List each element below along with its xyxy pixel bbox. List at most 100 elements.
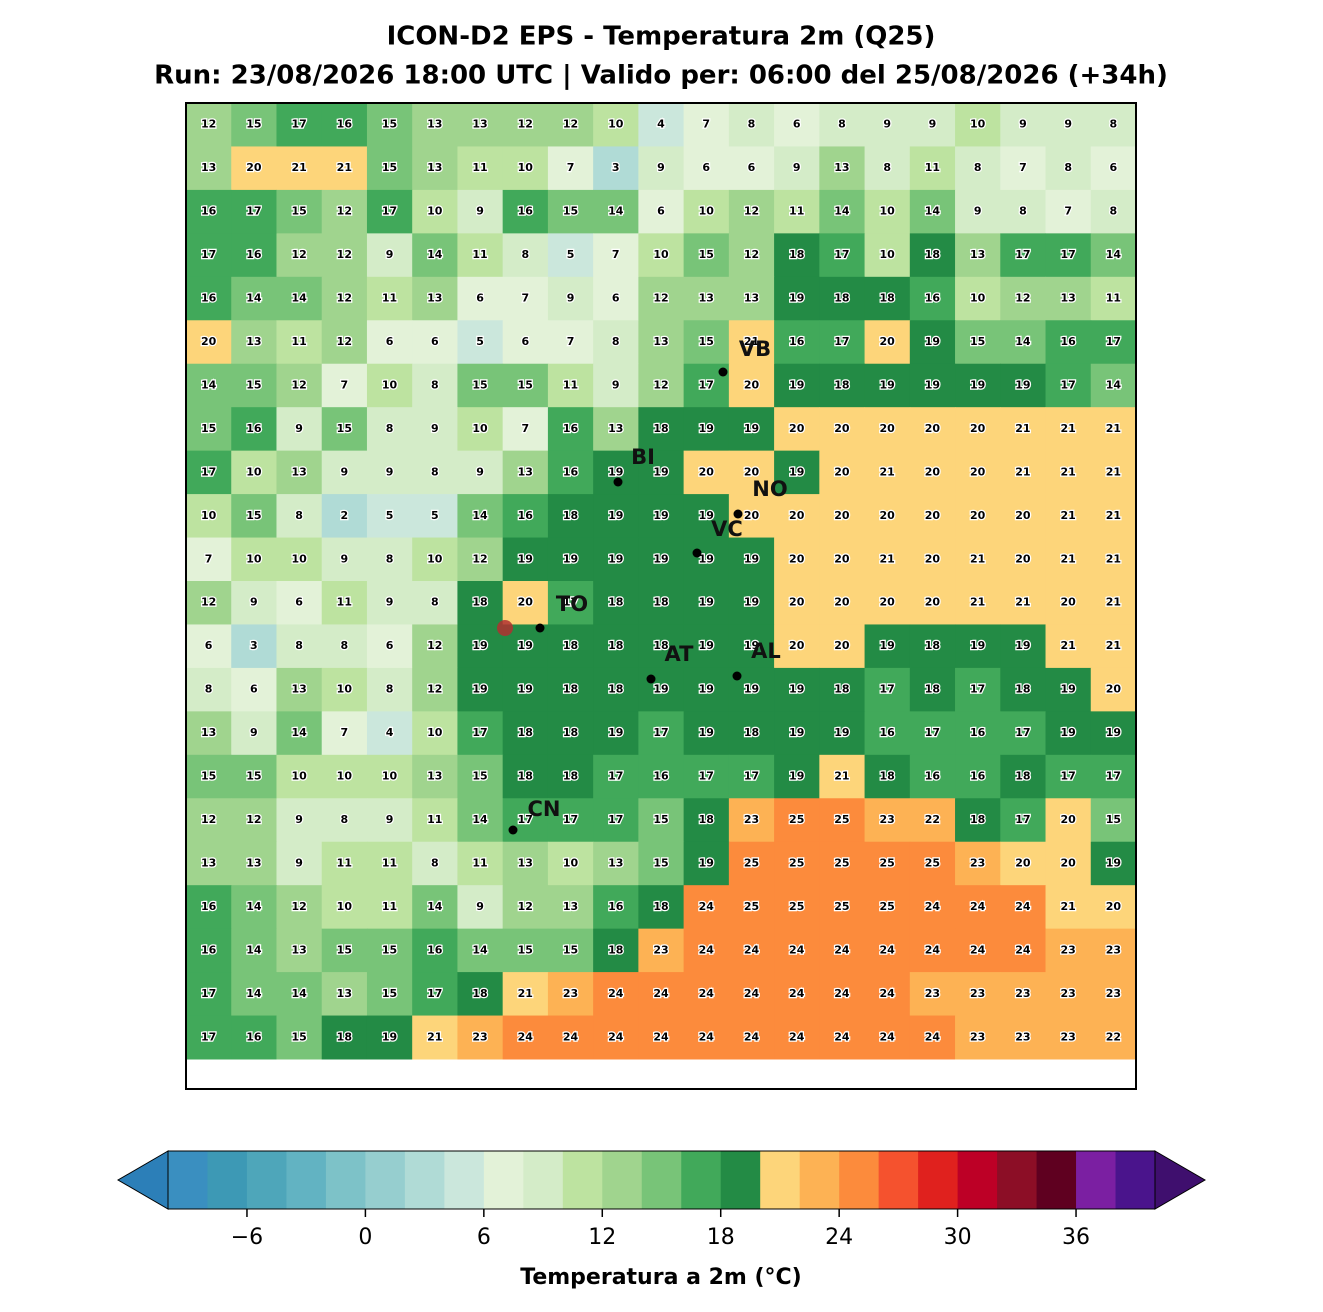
value-label: 14 — [427, 900, 443, 913]
value-label: 23 — [1060, 987, 1075, 1000]
value-label: 10 — [518, 161, 534, 174]
value-label: 21 — [970, 596, 985, 609]
cell — [186, 450, 232, 495]
cell — [186, 711, 232, 756]
cell — [683, 798, 730, 843]
value-label: 21 — [880, 465, 895, 478]
value-label: 18 — [608, 596, 623, 609]
cell — [412, 189, 458, 234]
value-label: 19 — [1015, 639, 1030, 652]
cell — [412, 798, 458, 843]
value-label: 23 — [970, 1030, 985, 1043]
cell — [593, 103, 639, 147]
cell — [864, 928, 911, 973]
value-label: 16 — [970, 726, 986, 739]
cell — [502, 667, 549, 712]
value-label: 16 — [653, 770, 669, 783]
value-label: 24 — [925, 1030, 941, 1043]
value-label: 11 — [427, 813, 442, 826]
value-label: 16 — [246, 422, 262, 435]
city-dot — [718, 367, 728, 377]
cell — [186, 494, 232, 539]
value-label: 21 — [970, 552, 985, 565]
value-label: 25 — [744, 900, 759, 913]
value-label: 20 — [970, 465, 986, 478]
value-label: 14 — [291, 292, 307, 305]
value-label: 20 — [699, 465, 715, 478]
cell — [683, 754, 730, 799]
value-label: 14 — [246, 987, 262, 1000]
value-label: 18 — [970, 813, 985, 826]
cell — [1090, 885, 1137, 930]
city-label: AL — [751, 639, 781, 663]
value-label: 18 — [518, 770, 533, 783]
tick-label: 6 — [477, 1225, 491, 1250]
cell — [1090, 537, 1137, 582]
cell — [1045, 276, 1092, 321]
value-label: 9 — [793, 161, 801, 174]
cell — [774, 667, 820, 712]
cell — [1090, 624, 1137, 669]
cell — [321, 841, 368, 886]
cell — [321, 494, 368, 539]
cell — [955, 667, 1001, 712]
value-label: 19 — [925, 335, 940, 348]
cell — [186, 798, 232, 843]
value-label: 19 — [970, 378, 985, 391]
cell — [638, 841, 685, 886]
value-label: 19 — [608, 726, 623, 739]
value-label: 19 — [834, 726, 849, 739]
value-label: 24 — [518, 1030, 534, 1043]
cell — [593, 450, 639, 495]
value-label: 16 — [201, 943, 217, 956]
value-label: 13 — [291, 943, 306, 956]
cell — [231, 320, 277, 365]
cell — [864, 189, 911, 234]
cell — [366, 537, 413, 582]
cell — [1090, 276, 1137, 321]
value-label: 18 — [653, 900, 668, 913]
value-label: 24 — [970, 900, 986, 913]
cell — [638, 798, 685, 843]
value-label: 24 — [834, 1030, 850, 1043]
value-label: 15 — [472, 770, 487, 783]
value-label: 24 — [608, 987, 624, 1000]
value-label: 8 — [341, 813, 349, 826]
cell — [186, 363, 232, 408]
city-label: AT — [665, 642, 695, 666]
cell — [774, 754, 820, 799]
cell — [955, 581, 1001, 625]
value-label: 12 — [291, 378, 306, 391]
value-label: 12 — [653, 378, 668, 391]
value-label: 10 — [880, 248, 896, 261]
value-label: 17 — [1015, 726, 1030, 739]
value-label: 10 — [337, 770, 353, 783]
cell — [502, 233, 549, 278]
cell — [366, 885, 413, 930]
value-label: 16 — [789, 335, 805, 348]
cell — [819, 407, 866, 452]
value-label: 17 — [834, 335, 849, 348]
value-label: 16 — [563, 422, 579, 435]
city-dot — [733, 509, 743, 519]
cell — [186, 320, 232, 365]
cell — [864, 1015, 911, 1060]
value-label: 15 — [201, 422, 216, 435]
value-label: 15 — [518, 943, 533, 956]
cell — [638, 189, 685, 234]
cell — [638, 537, 685, 582]
subtitle: Run: 23/08/2026 18:00 UTC | Valido per: … — [154, 61, 1168, 91]
value-label: 23 — [970, 856, 985, 869]
value-label: 19 — [1060, 726, 1075, 739]
value-label: 2 — [341, 509, 349, 522]
value-label: 15 — [518, 378, 533, 391]
value-label: 12 — [291, 900, 306, 913]
cell — [1000, 363, 1047, 408]
value-label: 10 — [382, 770, 398, 783]
cell — [955, 103, 1001, 147]
cell — [366, 798, 413, 843]
value-label: 15 — [699, 335, 714, 348]
cell — [819, 841, 866, 886]
value-label: 24 — [653, 987, 669, 1000]
value-label: 6 — [748, 161, 756, 174]
